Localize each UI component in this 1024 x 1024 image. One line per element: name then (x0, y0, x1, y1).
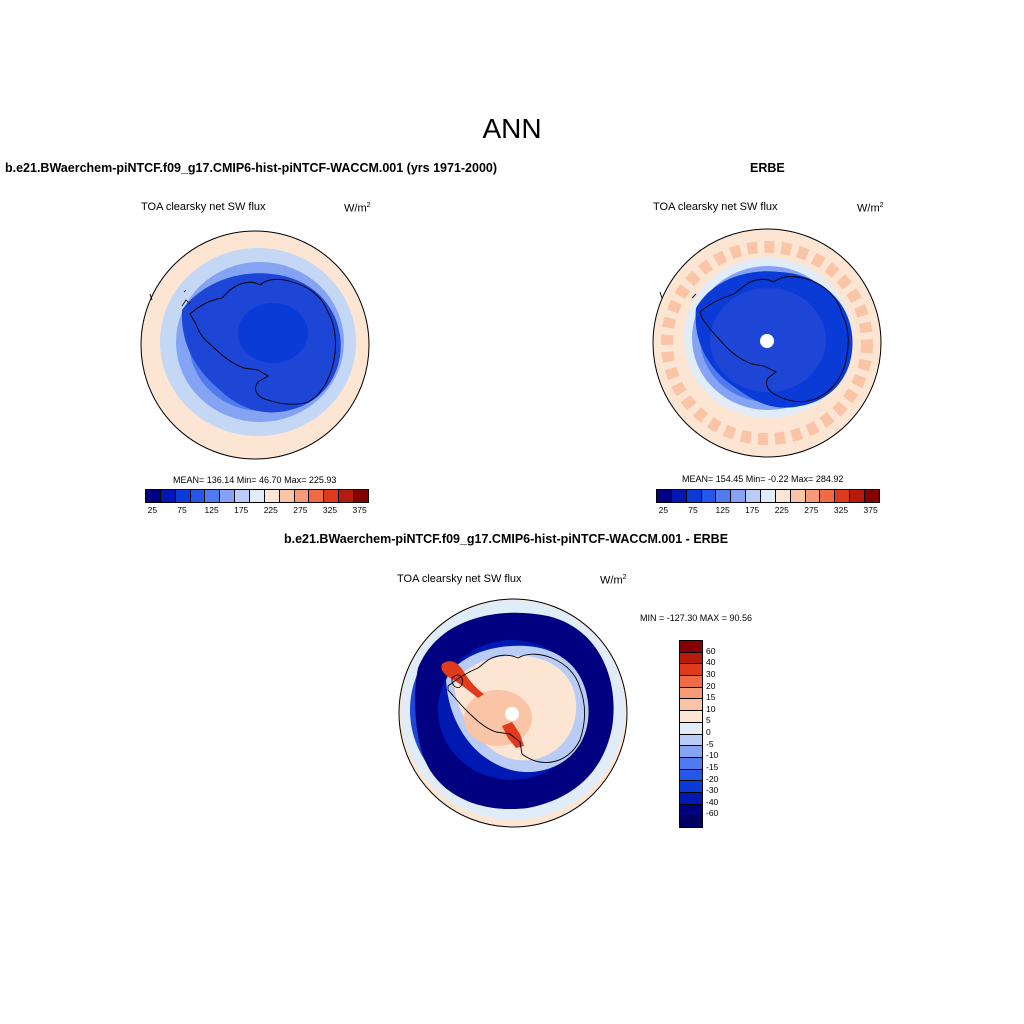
colorbar-tick-label: -40 (706, 796, 719, 807)
colorbar-tick-label: -15 (706, 761, 719, 772)
panel1-title: b.e21.BWaerchem-piNTCF.f09_g17.CMIP6-his… (5, 161, 498, 175)
colorbar-tick-label: 275 (804, 505, 819, 515)
colorbar-swatch (680, 687, 702, 700)
figure-title: ANN (482, 113, 542, 144)
colorbar-tick-label: 40 (706, 657, 716, 668)
colorbar-tick-label: 225 (263, 505, 278, 515)
panel1-colorbar (145, 489, 369, 503)
panel2-polar-map (652, 228, 882, 458)
colorbar-tick-label: -20 (706, 773, 719, 784)
colorbar-tick-label: 10 (706, 703, 716, 714)
colorbar-swatch (205, 490, 221, 502)
colorbar-tick-label: -10 (706, 750, 719, 761)
colorbar-swatch (680, 734, 702, 747)
colorbar-tick-label: 125 (715, 505, 730, 515)
colorbar-tick-label: 25 (147, 505, 158, 515)
colorbar-swatch (175, 490, 191, 502)
colorbar-tick-label: 15 (706, 692, 716, 703)
panel3-colorbar (679, 640, 703, 828)
panel1-polar-map (140, 230, 370, 460)
colorbar-swatch (680, 641, 702, 653)
colorbar-tick-label: -60 (706, 808, 719, 819)
colorbar-tick-label: 125 (204, 505, 219, 515)
colorbar-tick-label: 5 (706, 715, 711, 726)
colorbar-swatch (146, 490, 161, 502)
colorbar-swatch (680, 769, 702, 782)
colorbar-swatch (731, 490, 747, 502)
colorbar-swatch (190, 490, 206, 502)
colorbar-tick-label: -30 (706, 785, 719, 796)
panel3-variable-label: TOA clearsky net SW flux (397, 573, 522, 585)
colorbar-swatch (339, 490, 355, 502)
colorbar-swatch (680, 781, 702, 793)
colorbar-swatch (354, 490, 368, 502)
colorbar-tick-label: 325 (833, 505, 849, 515)
panel3-title: b.e21.BWaerchem-piNTCF.f09_g17.CMIP6-his… (284, 532, 729, 546)
panel1-colorbar-ticks: 25 75 125 175 225 275 325 375 (145, 505, 367, 517)
colorbar-swatch (775, 490, 791, 502)
colorbar-swatch (680, 664, 702, 677)
colorbar-swatch (835, 490, 851, 502)
panel2-colorbar (656, 489, 880, 503)
panel2-stats: MEAN= 154.45 Min= -0.22 Max= 284.92 (682, 474, 844, 484)
panel2-colorbar-ticks: 25 75 125 175 225 275 325 375 (656, 505, 878, 517)
colorbar-swatch (680, 816, 702, 827)
colorbar-swatch (680, 746, 702, 758)
colorbar-tick-label: 30 (706, 668, 716, 679)
panel3-stats: MIN = -127.30 MAX = 90.56 (640, 613, 753, 623)
colorbar-tick-label: 225 (774, 505, 789, 515)
panel1-stats: MEAN= 136.14 Min= 46.70 Max= 225.93 (173, 475, 337, 485)
colorbar-swatch (680, 757, 702, 770)
panel2-title: ERBE (750, 161, 785, 175)
colorbar-swatch (294, 490, 310, 502)
panel1-variable-label: TOA clearsky net SW flux (141, 201, 266, 213)
colorbar-swatch (746, 490, 762, 502)
panel2-variable-label: TOA clearsky net SW flux (653, 201, 778, 213)
colorbar-swatch (220, 490, 236, 502)
colorbar-swatch (680, 804, 702, 817)
colorbar-tick-label: 375 (352, 505, 367, 515)
colorbar-swatch (279, 490, 295, 502)
colorbar-tick-label: 20 (706, 680, 716, 691)
panel3-units: W/m2 (600, 574, 627, 587)
colorbar-swatch (160, 490, 176, 502)
colorbar-swatch (865, 490, 879, 502)
colorbar-swatch (680, 652, 702, 665)
colorbar-swatch (657, 490, 672, 502)
colorbar-swatch (671, 490, 687, 502)
colorbar-swatch (701, 490, 717, 502)
colorbar-swatch (309, 490, 325, 502)
colorbar-tick-label: 325 (322, 505, 338, 515)
colorbar-swatch (761, 490, 776, 502)
colorbar-tick-label: 275 (293, 505, 308, 515)
colorbar-tick-label: 60 (706, 645, 716, 656)
colorbar-swatch (680, 711, 702, 723)
colorbar-swatch (680, 722, 702, 735)
colorbar-swatch (716, 490, 732, 502)
colorbar-swatch (235, 490, 251, 502)
colorbar-swatch (680, 699, 702, 712)
colorbar-swatch (686, 490, 702, 502)
colorbar-tick-label: 175 (234, 505, 249, 515)
colorbar-swatch (790, 490, 806, 502)
colorbar-tick-label: 175 (745, 505, 760, 515)
panel2-units: W/m2 (857, 202, 884, 215)
colorbar-swatch (250, 490, 265, 502)
panel3-polar-map (398, 598, 628, 828)
colorbar-tick-label: 0 (706, 727, 711, 737)
colorbar-tick-label: 75 (688, 505, 698, 515)
colorbar-swatch (680, 676, 702, 688)
colorbar-tick-label: -5 (706, 738, 714, 749)
panel1-units: W/m2 (344, 202, 371, 215)
colorbar-swatch (680, 792, 702, 805)
colorbar-swatch (264, 490, 280, 502)
colorbar-tick-label: 375 (863, 505, 878, 515)
panel3-colorbar-ticks: 60 40 30 20 15 10 5 0 -5 -10 -15 -20 -30 -40 -60 (706, 640, 746, 826)
colorbar-swatch (324, 490, 340, 502)
colorbar-tick-label: 25 (658, 505, 669, 515)
colorbar-swatch (850, 490, 866, 502)
colorbar-tick-label: 75 (177, 505, 187, 515)
colorbar-swatch (820, 490, 836, 502)
colorbar-swatch (805, 490, 821, 502)
